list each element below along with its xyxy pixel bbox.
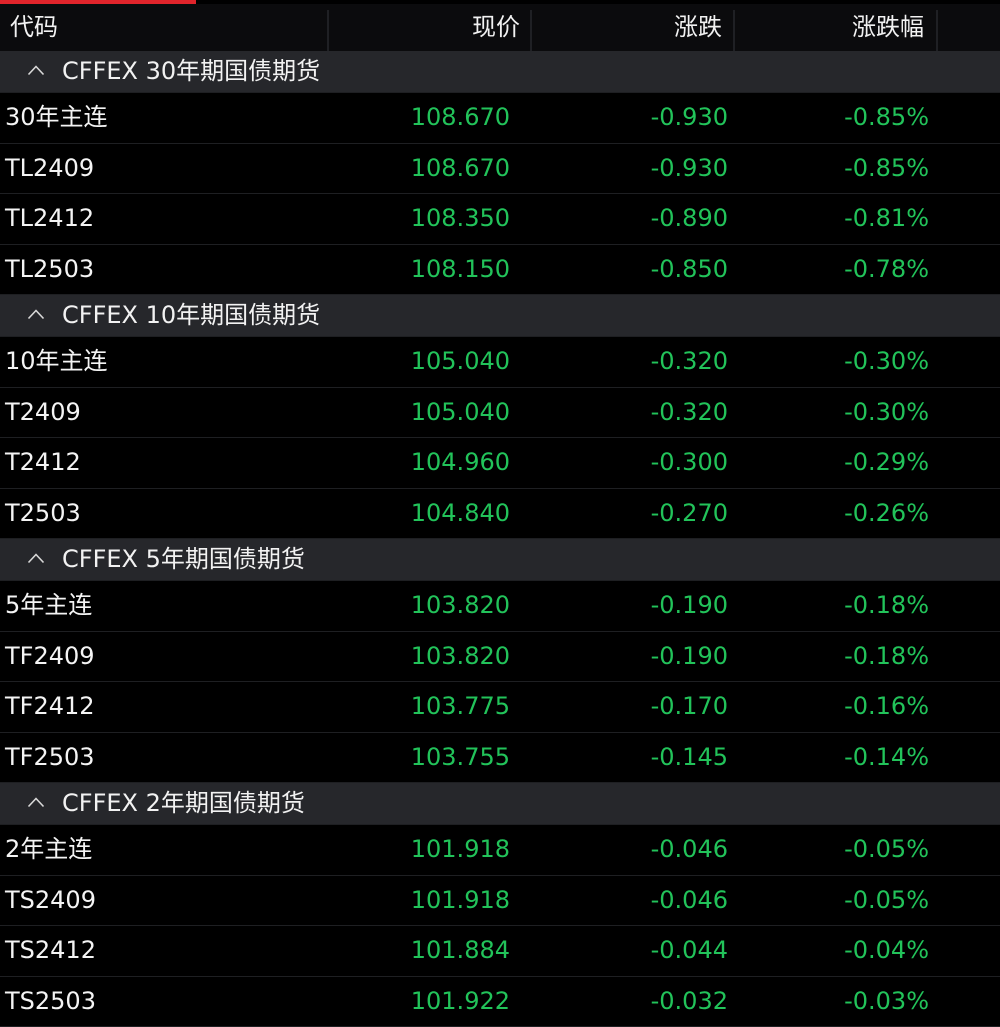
column-divider: [733, 10, 735, 51]
contract-code: TL2412: [5, 194, 94, 244]
contract-code: TL2503: [5, 245, 94, 295]
contract-code: TF2503: [5, 733, 95, 783]
price-change: -0.270: [651, 489, 728, 539]
price-change-pct: -0.78%: [844, 245, 929, 295]
table-row[interactable]: TL2503 108.150 -0.850 -0.78%: [0, 245, 1000, 296]
contract-code: 5年主连: [5, 581, 92, 631]
last-price: 104.840: [411, 489, 510, 539]
price-change: -0.190: [651, 581, 728, 631]
group-title: CFFEX 30年期国债期货: [62, 51, 320, 92]
contract-code: TS2409: [5, 876, 96, 926]
last-price: 105.040: [411, 337, 510, 387]
column-header-code[interactable]: 代码: [10, 4, 58, 51]
chevron-up-icon[interactable]: [27, 64, 45, 76]
chevron-up-icon[interactable]: [27, 796, 45, 808]
last-price: 105.040: [411, 388, 510, 438]
table-row[interactable]: T2412 104.960 -0.300 -0.29%: [0, 438, 1000, 489]
last-price: 104.960: [411, 438, 510, 488]
contract-code: T2412: [5, 438, 81, 488]
price-change: -0.044: [651, 926, 728, 976]
contract-code: 30年主连: [5, 93, 108, 143]
column-divider: [936, 10, 938, 51]
table-row[interactable]: 5年主连 103.820 -0.190 -0.18%: [0, 581, 1000, 632]
last-price: 101.918: [411, 876, 510, 926]
price-change: -0.930: [651, 93, 728, 143]
group-title: CFFEX 2年期国债期货: [62, 783, 305, 824]
group-header[interactable]: CFFEX 2年期国债期货: [0, 783, 1000, 825]
last-price: 108.150: [411, 245, 510, 295]
column-divider: [530, 10, 532, 51]
price-change-pct: -0.26%: [844, 489, 929, 539]
price-change: -0.190: [651, 632, 728, 682]
table-row[interactable]: TL2412 108.350 -0.890 -0.81%: [0, 194, 1000, 245]
price-change: -0.046: [651, 876, 728, 926]
last-price: 103.775: [411, 682, 510, 732]
price-change: -0.300: [651, 438, 728, 488]
table-header: 代码 现价 涨跌 涨跌幅: [0, 4, 1000, 51]
contract-code: T2409: [5, 388, 81, 438]
contract-code: TF2409: [5, 632, 95, 682]
group-header[interactable]: CFFEX 5年期国债期货: [0, 539, 1000, 581]
price-change-pct: -0.29%: [844, 438, 929, 488]
price-change-pct: -0.30%: [844, 388, 929, 438]
price-change-pct: -0.18%: [844, 581, 929, 631]
contract-code: TL2409: [5, 144, 94, 194]
price-change: -0.320: [651, 337, 728, 387]
table-row[interactable]: TS2412 101.884 -0.044 -0.04%: [0, 926, 1000, 977]
last-price: 103.820: [411, 581, 510, 631]
table-row[interactable]: 2年主连 101.918 -0.046 -0.05%: [0, 825, 1000, 876]
group-header[interactable]: CFFEX 10年期国债期货: [0, 295, 1000, 337]
price-change-pct: -0.04%: [844, 926, 929, 976]
contract-code: 2年主连: [5, 825, 92, 875]
contract-code: TF2412: [5, 682, 95, 732]
column-header-price[interactable]: 现价: [472, 4, 520, 51]
group-title: CFFEX 5年期国债期货: [62, 539, 305, 580]
last-price: 108.350: [411, 194, 510, 244]
table-row[interactable]: 10年主连 105.040 -0.320 -0.30%: [0, 337, 1000, 388]
column-header-change[interactable]: 涨跌: [674, 4, 722, 51]
price-change-pct: -0.14%: [844, 733, 929, 783]
last-price: 101.884: [411, 926, 510, 976]
price-change: -0.145: [651, 733, 728, 783]
table-row[interactable]: TF2412 103.775 -0.170 -0.16%: [0, 682, 1000, 733]
price-change-pct: -0.16%: [844, 682, 929, 732]
contract-code: TS2412: [5, 926, 96, 976]
price-change: -0.890: [651, 194, 728, 244]
chevron-up-icon[interactable]: [27, 552, 45, 564]
price-change-pct: -0.05%: [844, 876, 929, 926]
price-change: -0.930: [651, 144, 728, 194]
last-price: 103.820: [411, 632, 510, 682]
price-change-pct: -0.85%: [844, 93, 929, 143]
price-change: -0.320: [651, 388, 728, 438]
last-price: 103.755: [411, 733, 510, 783]
price-change: -0.170: [651, 682, 728, 732]
price-change: -0.046: [651, 825, 728, 875]
contract-code: 10年主连: [5, 337, 108, 387]
group-header[interactable]: CFFEX 30年期国债期货: [0, 51, 1000, 93]
price-change-pct: -0.05%: [844, 825, 929, 875]
table-row[interactable]: 30年主连 108.670 -0.930 -0.85%: [0, 93, 1000, 144]
table-row[interactable]: TF2409 103.820 -0.190 -0.18%: [0, 632, 1000, 683]
chevron-up-icon[interactable]: [27, 308, 45, 320]
price-change-pct: -0.81%: [844, 194, 929, 244]
price-change-pct: -0.18%: [844, 632, 929, 682]
table-row[interactable]: TF2503 103.755 -0.145 -0.14%: [0, 733, 1000, 784]
group-title: CFFEX 10年期国债期货: [62, 295, 320, 336]
price-change: -0.850: [651, 245, 728, 295]
column-divider: [327, 10, 329, 51]
table-row[interactable]: T2409 105.040 -0.320 -0.30%: [0, 388, 1000, 439]
table-row[interactable]: T2503 104.840 -0.270 -0.26%: [0, 489, 1000, 540]
contract-code: T2503: [5, 489, 81, 539]
last-price: 101.918: [411, 825, 510, 875]
column-header-change-pct[interactable]: 涨跌幅: [852, 4, 924, 51]
price-change-pct: -0.85%: [844, 144, 929, 194]
table-row[interactable]: TS2409 101.918 -0.046 -0.05%: [0, 876, 1000, 927]
table-row[interactable]: TL2409 108.670 -0.930 -0.85%: [0, 144, 1000, 195]
last-price: 108.670: [411, 144, 510, 194]
price-change-pct: -0.30%: [844, 337, 929, 387]
last-price: 108.670: [411, 93, 510, 143]
